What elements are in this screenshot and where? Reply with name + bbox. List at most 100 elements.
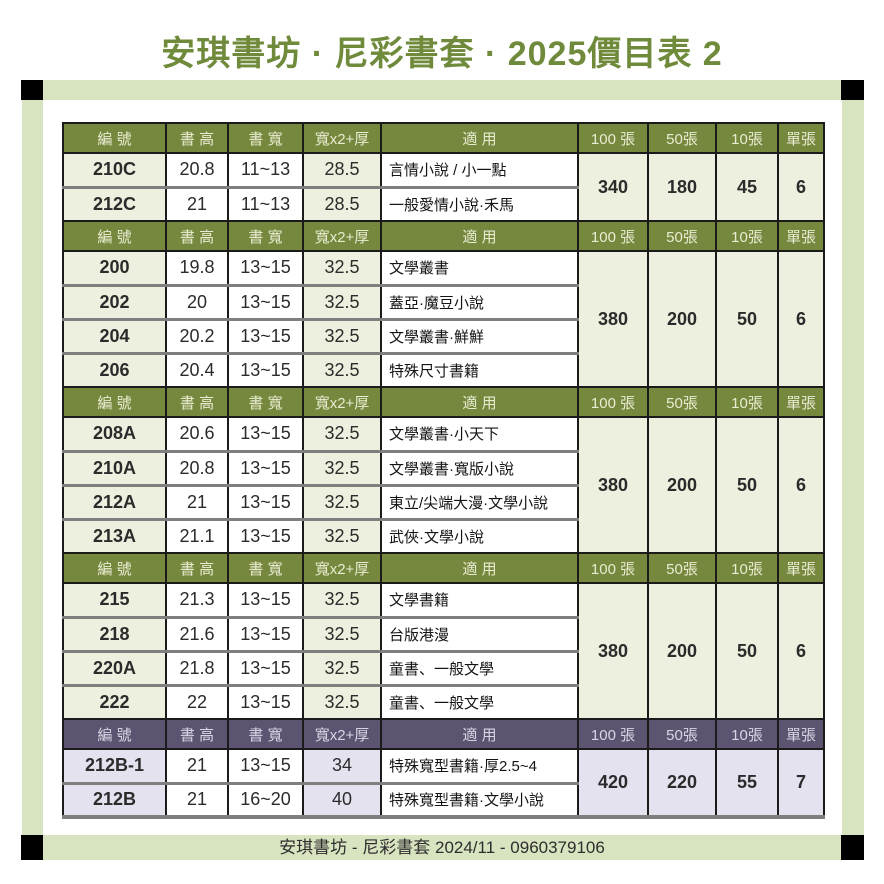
column-header-single-sheet: 單張 bbox=[777, 386, 825, 418]
frame-top-band bbox=[43, 80, 841, 100]
price-table-body: 編 號書 高書 寬寬x2+厚適 用 100 張 50張 10張 單張 210C 20.8 11… bbox=[62, 122, 825, 818]
cell-code: 212C bbox=[62, 186, 167, 222]
column-header-usage: 適 用 bbox=[380, 386, 579, 418]
cell-price-10: 50 bbox=[715, 582, 779, 720]
cell-code: 213A bbox=[62, 518, 167, 554]
column-header-book-height: 書 高 bbox=[165, 718, 229, 750]
column-header-100-sheets: 100 張 bbox=[577, 552, 649, 584]
cell-book-width: 13~15 bbox=[227, 416, 304, 453]
column-header-10-sheets: 10張 bbox=[715, 386, 779, 418]
cell-book-height: 21 bbox=[165, 748, 229, 785]
column-header-book-width: 書 寬 bbox=[227, 386, 304, 418]
cell-code: 208A bbox=[62, 416, 167, 453]
cell-book-height: 21 bbox=[165, 186, 229, 222]
cell-code: 222 bbox=[62, 684, 167, 720]
frame-left-strip bbox=[22, 100, 43, 835]
column-header-100-sheets: 100 張 bbox=[577, 122, 649, 154]
column-header-book-height: 書 高 bbox=[165, 552, 229, 584]
cell-code: 204 bbox=[62, 318, 167, 355]
cell-code: 218 bbox=[62, 616, 167, 653]
table-row: 212A 21 13~15 32.5 東立/尖端大漫·文學小說 bbox=[62, 484, 824, 521]
cell-price-10: 50 bbox=[715, 416, 779, 554]
cell-book-width: 13~15 bbox=[227, 450, 304, 487]
column-header-code: 編 號 bbox=[62, 122, 167, 154]
cell-usage: 武俠·文學小說 bbox=[380, 518, 579, 554]
column-header-usage: 適 用 bbox=[380, 220, 579, 252]
column-header-width-formula: 寬x2+厚 bbox=[302, 552, 382, 584]
cell-width-formula: 32.5 bbox=[302, 616, 382, 653]
section-header-row: 編 號書 高書 寬寬x2+厚適 用 100 張 50張 10張 單張 bbox=[62, 220, 825, 252]
column-header-usage: 適 用 bbox=[380, 552, 579, 584]
column-header-code: 編 號 bbox=[62, 220, 167, 252]
table-row: 210A 20.8 13~15 32.5 文學叢書·寬版小說 bbox=[62, 450, 824, 487]
cell-width-formula: 32.5 bbox=[302, 582, 382, 619]
cell-price-100: 380 bbox=[577, 582, 649, 720]
column-header-single-sheet: 單張 bbox=[777, 220, 825, 252]
table-row: 212C 21 11~13 28.5 一般愛情小說·禾馬 bbox=[62, 186, 824, 222]
section-header-row: 編 號書 高書 寬寬x2+厚適 用 100 張 50張 10張 單張 bbox=[62, 122, 825, 154]
cell-code: 206 bbox=[62, 352, 167, 388]
column-header-50-sheets: 50張 bbox=[647, 122, 717, 154]
corner-mark-bottom-right bbox=[841, 835, 864, 860]
table-row: 218 21.6 13~15 32.5 台版港漫 bbox=[62, 616, 824, 653]
cell-book-width: 13~15 bbox=[227, 616, 304, 653]
cell-width-formula: 32.5 bbox=[302, 518, 382, 554]
cell-price-single: 6 bbox=[777, 250, 825, 388]
cell-book-height: 21.1 bbox=[165, 518, 229, 554]
column-header-width-formula: 寬x2+厚 bbox=[302, 718, 382, 750]
cell-price-50: 200 bbox=[647, 416, 717, 554]
cell-code: 220A bbox=[62, 650, 167, 687]
cell-width-formula: 28.5 bbox=[302, 186, 382, 222]
cell-book-height: 21 bbox=[165, 782, 229, 818]
cell-book-height: 20.6 bbox=[165, 416, 229, 453]
table-row: 208A 20.6 13~15 32.5 文學叢書·小天下 380 200 50 6 bbox=[62, 416, 825, 554]
table-row: 204 20.2 13~15 32.5 文學叢書·鮮鮮 bbox=[62, 318, 824, 355]
cell-code: 212B bbox=[62, 782, 167, 818]
table-row: 202 20 13~15 32.5 蓋亞·魔豆小說 bbox=[62, 284, 824, 321]
column-header-book-height: 書 高 bbox=[165, 122, 229, 154]
cell-price-100: 380 bbox=[577, 416, 649, 554]
column-header-usage: 適 用 bbox=[380, 122, 579, 154]
corner-mark-bottom-left bbox=[21, 835, 43, 860]
column-header-10-sheets: 10張 bbox=[715, 718, 779, 750]
section-header-row: 編 號書 高書 寬寬x2+厚適 用 100 張 50張 10張 單張 bbox=[62, 386, 825, 418]
cell-width-formula: 32.5 bbox=[302, 416, 382, 453]
table-row: 200 19.8 13~15 32.5 文學叢書 380 200 50 6 bbox=[62, 250, 825, 388]
cell-width-formula: 32.5 bbox=[302, 450, 382, 487]
table-row: 213A 21.1 13~15 32.5 武俠·文學小說 bbox=[62, 518, 824, 554]
column-header-50-sheets: 50張 bbox=[647, 552, 717, 584]
cell-book-height: 20 bbox=[165, 284, 229, 321]
cell-book-width: 13~15 bbox=[227, 518, 304, 554]
column-header-book-width: 書 寬 bbox=[227, 552, 304, 584]
cell-usage: 台版港漫 bbox=[380, 616, 579, 653]
table-row: 212B 21 16~20 40 特殊寬型書籍·文學小說 bbox=[62, 782, 824, 818]
column-header-code: 編 號 bbox=[62, 718, 167, 750]
cell-price-single: 6 bbox=[777, 416, 825, 554]
cell-book-height: 21 bbox=[165, 484, 229, 521]
cell-code: 202 bbox=[62, 284, 167, 321]
cell-price-50: 200 bbox=[647, 582, 717, 720]
column-header-width-formula: 寬x2+厚 bbox=[302, 386, 382, 418]
cell-code: 200 bbox=[62, 250, 167, 287]
cell-usage: 特殊尺寸書籍 bbox=[380, 352, 579, 388]
column-header-100-sheets: 100 張 bbox=[577, 718, 649, 750]
cell-code: 210C bbox=[62, 152, 167, 189]
column-header-single-sheet: 單張 bbox=[777, 718, 825, 750]
cell-usage: 蓋亞·魔豆小說 bbox=[380, 284, 579, 321]
cell-book-width: 13~15 bbox=[227, 484, 304, 521]
column-header-50-sheets: 50張 bbox=[647, 718, 717, 750]
column-header-100-sheets: 100 張 bbox=[577, 220, 649, 252]
column-header-width-formula: 寬x2+厚 bbox=[302, 220, 382, 252]
footer-text: 安琪書坊 - 尼彩書套 2024/11 - 0960379106 bbox=[279, 838, 605, 857]
cell-width-formula: 32.5 bbox=[302, 318, 382, 355]
cell-usage: 文學叢書·鮮鮮 bbox=[380, 318, 579, 355]
column-header-code: 編 號 bbox=[62, 386, 167, 418]
cell-price-100: 340 bbox=[577, 152, 649, 222]
cell-width-formula: 40 bbox=[302, 782, 382, 818]
cell-price-10: 45 bbox=[715, 152, 779, 222]
cell-book-width: 13~15 bbox=[227, 250, 304, 287]
cell-width-formula: 32.5 bbox=[302, 352, 382, 388]
cell-price-100: 420 bbox=[577, 748, 649, 818]
cell-book-width: 11~13 bbox=[227, 152, 304, 189]
column-header-book-width: 書 寬 bbox=[227, 220, 304, 252]
